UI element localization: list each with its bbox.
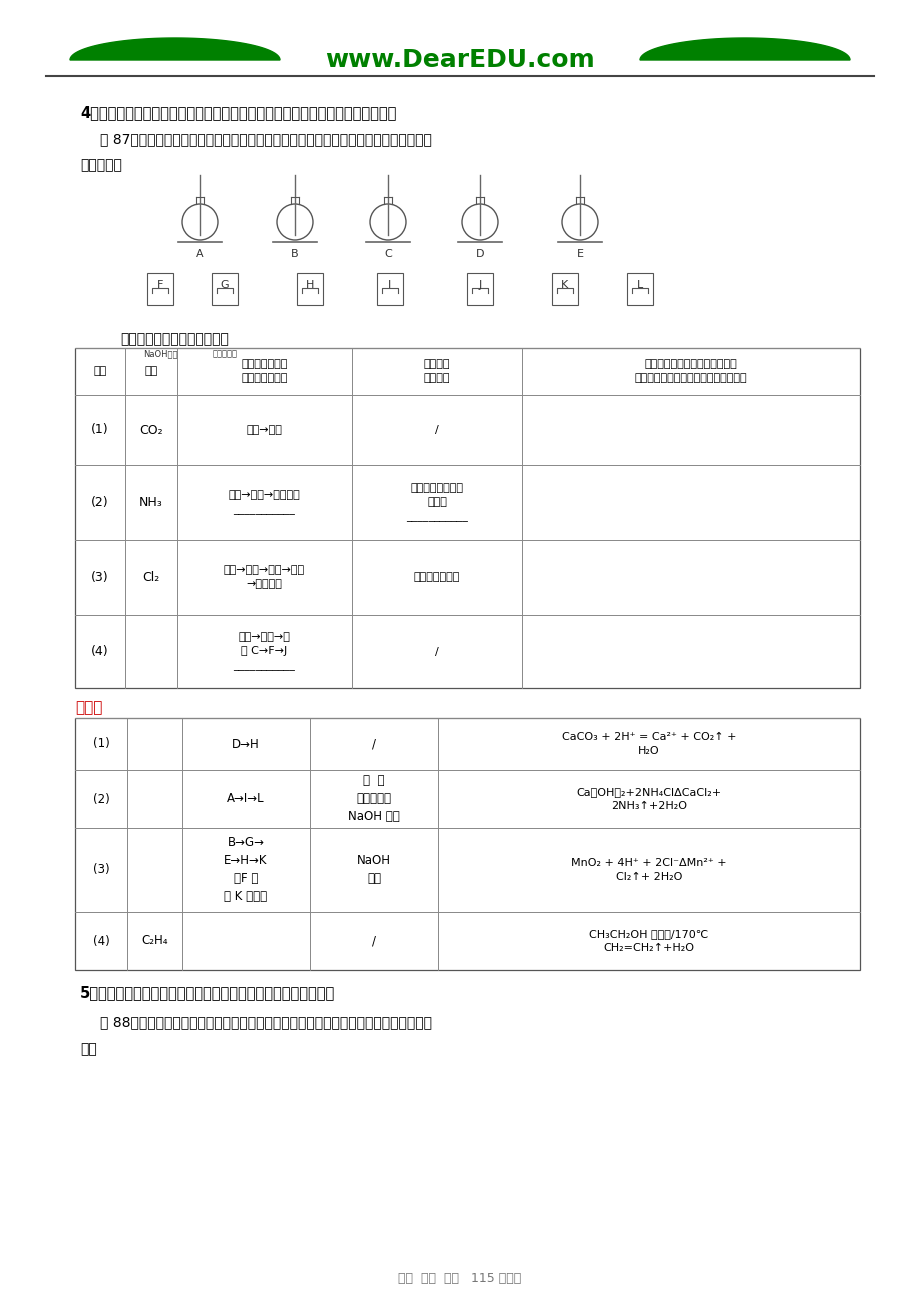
Text: /: /	[435, 424, 438, 435]
Polygon shape	[640, 38, 849, 60]
Text: 实验室制备该气体的化学方程式
（是离子方程式的只写出离子方程式）: 实验室制备该气体的化学方程式 （是离子方程式的只写出离子方程式）	[634, 359, 746, 384]
Text: NH₃: NH₃	[139, 496, 163, 509]
Text: 骤：: 骤：	[80, 1042, 96, 1056]
Text: /: /	[371, 935, 376, 948]
Text: 处理尾气的试剖: 处理尾气的试剖	[414, 573, 460, 582]
Text: H: H	[305, 280, 314, 290]
Text: 例 88、补鐵剖中鐵元素的含量是质检部门衡量其质量的重要指标，实验主要包括如下步: 例 88、补鐵剖中鐵元素的含量是质检部门衡量其质量的重要指标，实验主要包括如下步	[100, 1016, 432, 1029]
Text: 5、能对常见物质进行检验、分离和提纯，能根据要求配制溶液。: 5、能对常见物质进行检验、分离和提纯，能根据要求配制溶液。	[80, 986, 335, 1000]
Text: 碱  石
灰（或固体
NaOH 等）: 碱 石 灰（或固体 NaOH 等）	[347, 775, 400, 823]
Text: C: C	[384, 249, 391, 259]
Text: (3): (3)	[91, 572, 108, 585]
Text: F: F	[156, 280, 163, 290]
Text: www.DearEDU.com: www.DearEDU.com	[324, 48, 595, 72]
Text: G: G	[221, 280, 229, 290]
Text: D→H: D→H	[232, 737, 259, 750]
Text: 按要求填
试剖名称: 按要求填 试剖名称	[424, 359, 449, 384]
Text: B: B	[291, 249, 299, 259]
Text: 用心  爱心  专心   115 号编辑: 用心 爱心 专心 115 号编辑	[398, 1272, 521, 1285]
Text: 常见气体。: 常见气体。	[80, 158, 121, 172]
Polygon shape	[70, 38, 279, 60]
Text: CaCO₃ + 2H⁺ = Ca²⁺ + CO₂↑ +
H₂O: CaCO₃ + 2H⁺ = Ca²⁺ + CO₂↑ + H₂O	[562, 732, 735, 756]
Text: 序号: 序号	[93, 366, 107, 376]
Text: 答案：: 答案：	[75, 700, 102, 715]
Text: B→G→
E→H→K
（F 代
替 K 也可）: B→G→ E→H→K （F 代 替 K 也可）	[224, 836, 267, 904]
Text: A: A	[196, 249, 204, 259]
Text: /: /	[371, 737, 376, 750]
Text: (4): (4)	[93, 935, 109, 948]
Bar	[75, 348, 859, 687]
Text: D: D	[475, 249, 483, 259]
Text: CH₃CH₂OH 浓硫酸/170℃
CH₂=CH₂↑+H₂O: CH₃CH₂OH 浓硫酸/170℃ CH₂=CH₂↑+H₂O	[589, 930, 708, 953]
Text: 气体: 气体	[144, 366, 157, 376]
Text: (1): (1)	[93, 737, 109, 750]
Text: K: K	[561, 280, 568, 290]
Text: C₂H₄: C₂H₄	[142, 935, 167, 948]
Text: 制备→收集: 制备→收集	[246, 424, 282, 435]
Bar	[377, 273, 403, 305]
Text: 饱和食盐水: 饱和食盐水	[212, 349, 237, 358]
Text: 请填写下列表格中的空白处：: 请填写下列表格中的空白处：	[119, 332, 229, 346]
Bar	[627, 273, 652, 305]
Bar	[297, 273, 323, 305]
Text: 装置的连接顺序
（用编号表示）: 装置的连接顺序 （用编号表示）	[241, 359, 288, 384]
Bar	[75, 717, 859, 970]
Text: NaOH管液: NaOH管液	[142, 349, 177, 358]
Text: 若干燥氨气可选用
的试剖
___________: 若干燥氨气可选用 的试剖 ___________	[405, 483, 468, 522]
Text: 制备→净化→干燥→收集
→尾气处理: 制备→净化→干燥→收集 →尾气处理	[223, 565, 305, 590]
Text: 例 87、某校化学课外小组同学组装了下列仪器，欲经过简单连接，制备中学化学的几种: 例 87、某校化学课外小组同学组装了下列仪器，欲经过简单连接，制备中学化学的几种	[100, 132, 431, 146]
Text: NaOH
溶液: NaOH 溶液	[357, 854, 391, 885]
Text: (2): (2)	[93, 793, 109, 806]
Text: (2): (2)	[91, 496, 108, 509]
Text: (3): (3)	[93, 863, 109, 876]
Text: (4): (4)	[91, 644, 108, 658]
Text: 制备→收集→尾气处理
___________: 制备→收集→尾气处理 ___________	[229, 490, 300, 516]
Text: /: /	[435, 647, 438, 656]
Text: I: I	[388, 280, 391, 290]
Text: 4、掌据常见气体的实验室制法（包括所用试剖、仪器、反应原理和收集方法）。: 4、掌据常见气体的实验室制法（包括所用试剖、仪器、反应原理和收集方法）。	[80, 105, 396, 120]
Text: MnO₂ + 4H⁺ + 2Cl⁻ΔMn²⁺ +
Cl₂↑+ 2H₂O: MnO₂ + 4H⁺ + 2Cl⁻ΔMn²⁺ + Cl₂↑+ 2H₂O	[571, 858, 726, 881]
Bar	[211, 273, 238, 305]
Text: Cl₂: Cl₂	[142, 572, 160, 585]
Text: 制备→净化→收
集 C→F→J
___________: 制备→净化→收 集 C→F→J ___________	[233, 631, 295, 671]
Bar	[467, 273, 493, 305]
Bar	[551, 273, 577, 305]
Text: CO₂: CO₂	[139, 423, 163, 436]
Text: A→I→L: A→I→L	[227, 793, 265, 806]
Text: E: E	[576, 249, 583, 259]
Text: Ca（OH）₂+2NH₄ClΔCaCl₂+
2NH₃↑+2H₂O: Ca（OH）₂+2NH₄ClΔCaCl₂+ 2NH₃↑+2H₂O	[576, 786, 720, 811]
Text: J: J	[478, 280, 482, 290]
Text: (1): (1)	[91, 423, 108, 436]
Text: L: L	[636, 280, 642, 290]
Bar	[147, 273, 173, 305]
